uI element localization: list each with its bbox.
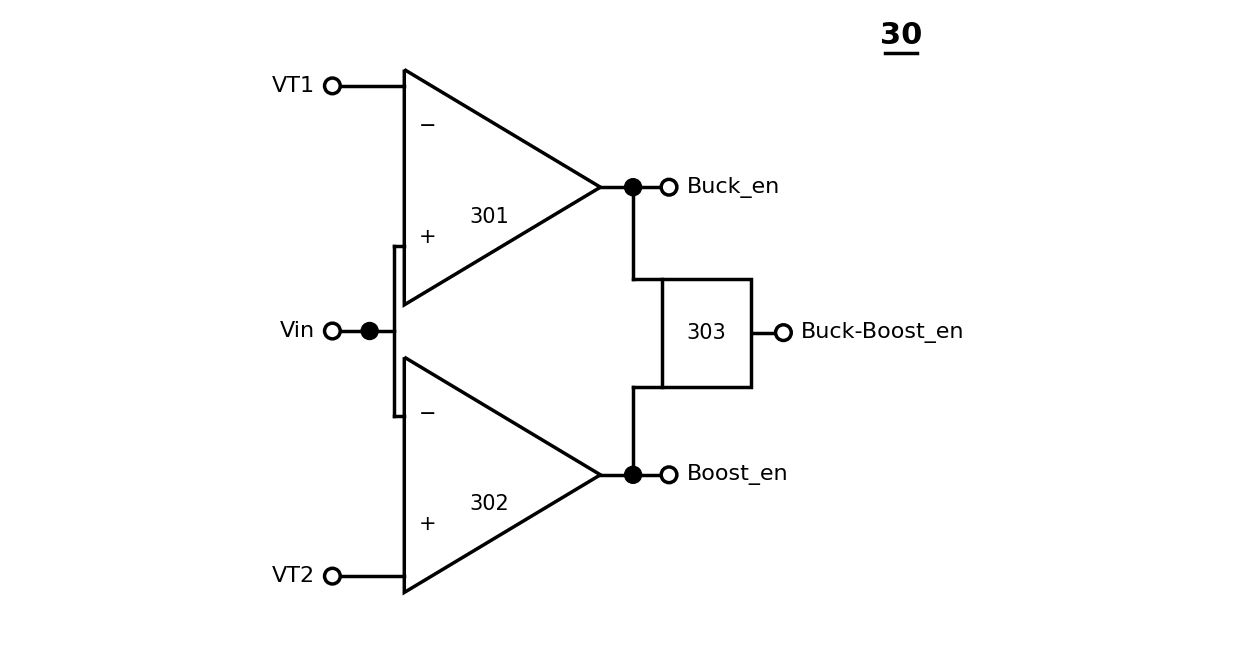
Text: 301: 301 (470, 207, 510, 227)
Circle shape (775, 325, 791, 340)
Circle shape (325, 323, 340, 339)
Circle shape (361, 322, 378, 340)
Text: 303: 303 (687, 322, 727, 343)
Bar (662, 279, 750, 387)
Text: VT2: VT2 (272, 566, 315, 586)
Text: −: − (419, 404, 436, 424)
Text: 302: 302 (470, 495, 510, 514)
Circle shape (661, 467, 677, 483)
Text: VT1: VT1 (272, 76, 315, 96)
Text: Boost_en: Boost_en (687, 464, 789, 485)
Circle shape (625, 179, 641, 196)
Text: −: − (419, 116, 436, 136)
Text: +: + (419, 514, 436, 534)
Text: +: + (419, 226, 436, 247)
Circle shape (325, 78, 340, 94)
Circle shape (325, 568, 340, 584)
Text: Buck_en: Buck_en (687, 177, 780, 198)
Circle shape (625, 466, 641, 483)
Text: Vin: Vin (279, 321, 315, 341)
Text: 30: 30 (880, 21, 923, 50)
Circle shape (661, 179, 677, 195)
Text: Buck-Boost_en: Buck-Boost_en (801, 322, 965, 343)
